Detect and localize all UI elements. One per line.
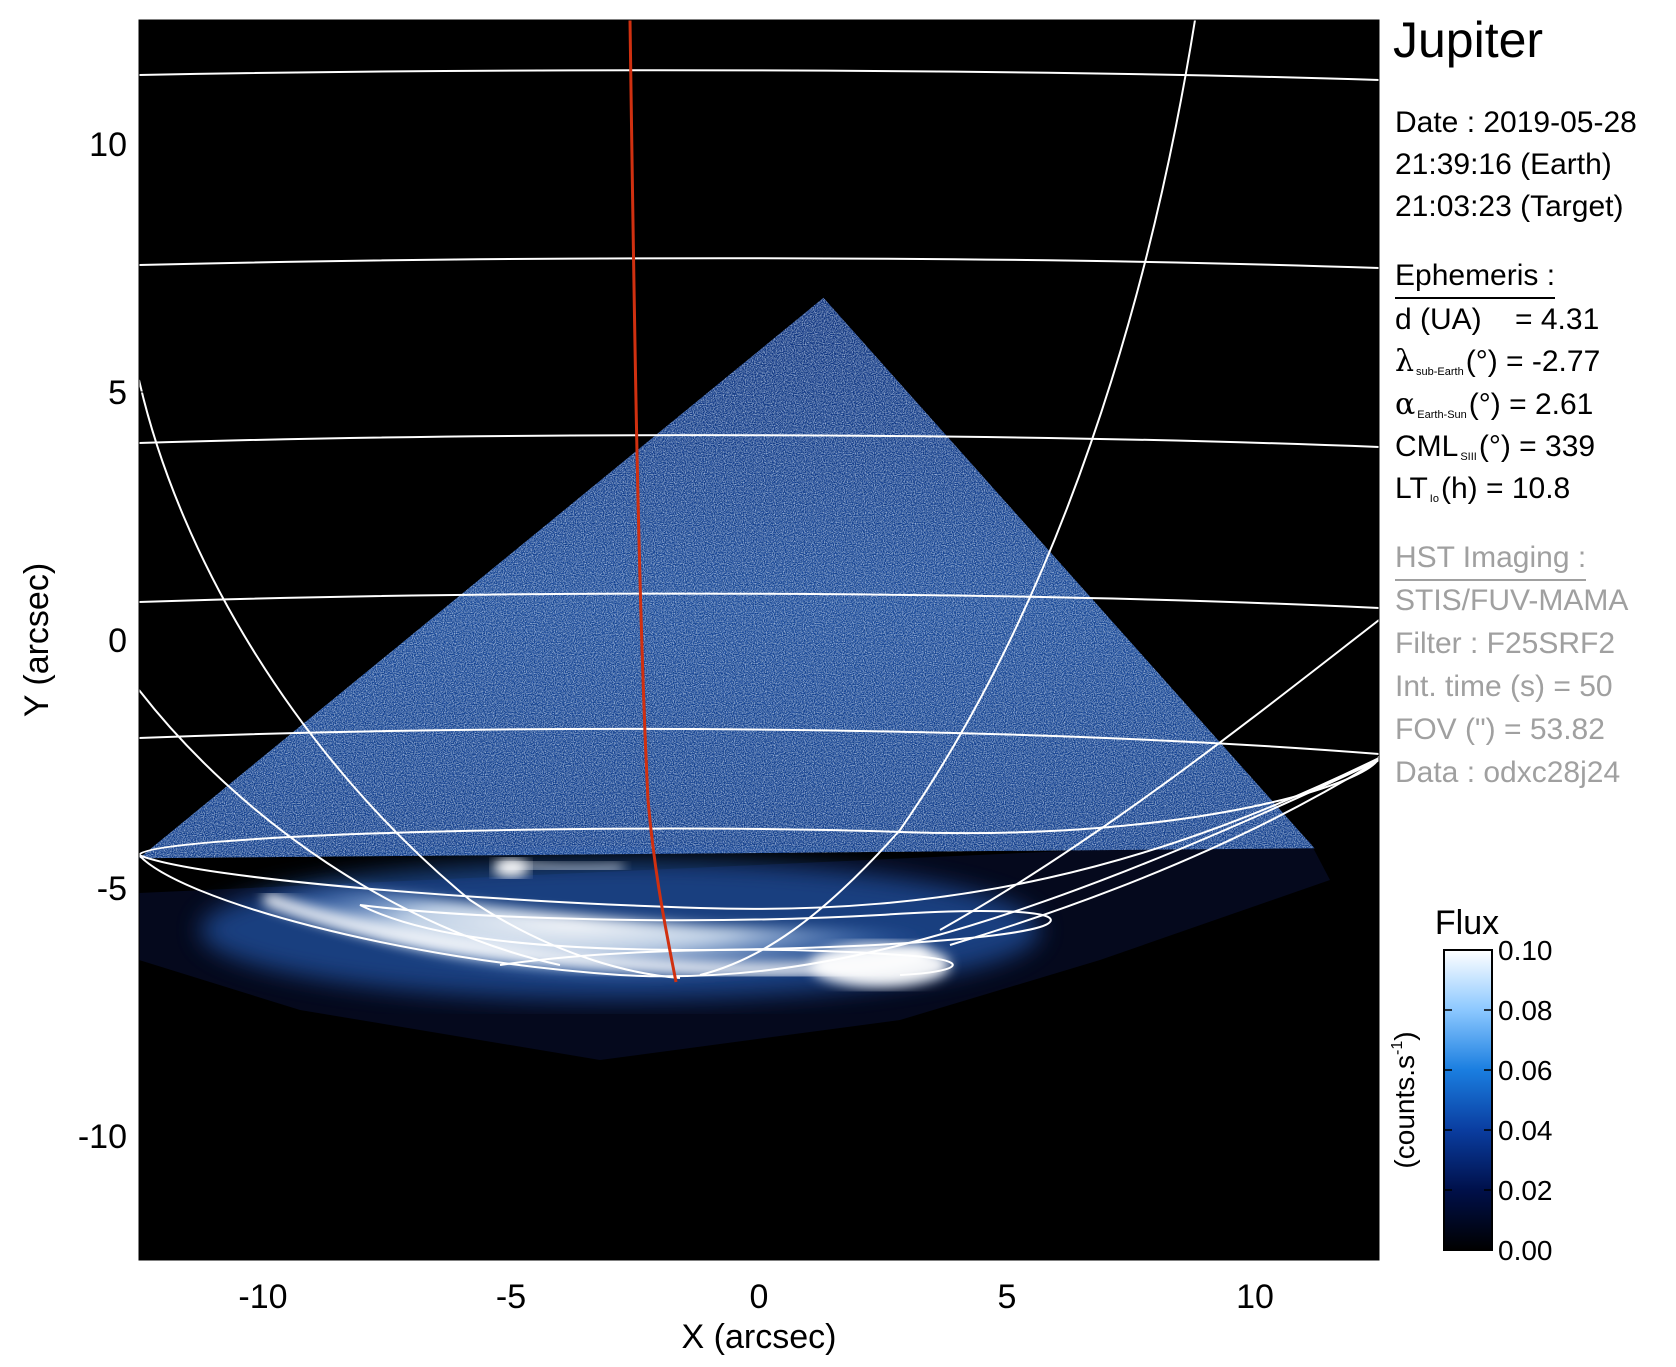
- y-axis: -10 -5 0 5 10: [78, 126, 1379, 1156]
- x-tick-label: 0: [750, 1278, 769, 1316]
- lt-subscript: Io: [1429, 493, 1439, 505]
- cml-main: CML: [1395, 430, 1459, 463]
- colorbar-units: (counts.s-1): [1389, 1031, 1420, 1168]
- x-tick-label: -10: [238, 1278, 287, 1316]
- int-time-line: Int. time (s) = 50: [1395, 670, 1613, 703]
- image-noise-dark: [139, 297, 1315, 859]
- io-local-time-line: LT Io(h) = 10.8: [1395, 474, 1570, 505]
- instrument-line: STIS/FUV-MAMA: [1395, 584, 1629, 617]
- time-earth-line: 21:39:16 (Earth): [1395, 148, 1612, 181]
- lambda-subscript: sub-Earth: [1416, 366, 1464, 378]
- longitude-line: [939, 619, 1379, 931]
- latitude-oval: [499, 948, 954, 976]
- x-tick-label: 10: [1236, 1278, 1274, 1316]
- hst-header: HST Imaging :: [1395, 543, 1587, 581]
- alpha-subscript: Earth-Sun: [1417, 409, 1467, 421]
- longitude-line: [949, 759, 1379, 946]
- colorbar-label: Flux: [1435, 904, 1499, 942]
- longitude-line: [139, 689, 561, 966]
- lambda-value: (°) = -2.77: [1465, 345, 1601, 378]
- plot-area: -10 -5 0 5 10 -10 -5 0 5 10 X (arcsec) Y (arcsec…: [18, 19, 1380, 1356]
- dataset-line: Data : odxc28j24: [1395, 756, 1621, 789]
- colorbar-tick-label: 0.02: [1498, 1175, 1553, 1206]
- colorbar: Flux 0.00 0.02 0.04 0.06 0.08 0.10 (counts.s-…: [1389, 904, 1553, 1266]
- colorbar-units-superscript: -1: [1389, 1041, 1406, 1055]
- y-tick-label: -5: [97, 870, 127, 908]
- latitude-oval: [359, 904, 1052, 952]
- cml-subscript: SIII: [1460, 451, 1477, 463]
- latitude-line: [139, 592, 1379, 609]
- longitude-line: [139, 379, 681, 979]
- x-tick-label: 5: [998, 1278, 1017, 1316]
- y-tick-label: 5: [108, 374, 127, 412]
- fov-line: FOV (") = 53.82: [1395, 713, 1605, 746]
- alpha-value: (°) = 2.61: [1468, 388, 1594, 421]
- cml-value: (°) = 339: [1478, 430, 1596, 463]
- aurora-hotspot: [810, 943, 950, 987]
- alpha-symbol: α: [1395, 387, 1416, 422]
- phase-angle-line: α Earth-Sun(°) = 2.61: [1395, 390, 1593, 421]
- date-line: Date : 2019-05-28: [1395, 106, 1637, 139]
- y-axis-label: Y (arcsec): [18, 563, 56, 717]
- planetographic-grid: [139, 20, 1379, 979]
- colorbar-gradient: [1443, 949, 1493, 1251]
- lt-value: (h) = 10.8: [1440, 472, 1571, 505]
- latitude-line: [139, 257, 1379, 269]
- lt-main: LT: [1395, 472, 1428, 505]
- colorbar-units-text: (counts.s: [1389, 1055, 1420, 1169]
- latitude-line: [139, 69, 1379, 81]
- lambda-symbol: λ: [1395, 344, 1415, 379]
- latitude-line: [139, 434, 1379, 448]
- y-tick-label: 10: [89, 126, 127, 164]
- ephemeris-header: Ephemeris :: [1395, 261, 1556, 299]
- ephemeris-header-text: Ephemeris :: [1395, 261, 1556, 299]
- sub-earth-latitude-line: λ sub-Earth(°) = -2.77: [1395, 347, 1600, 378]
- reference-meridian: [628, 20, 678, 983]
- distance-line: d (UA) = 4.31: [1395, 303, 1600, 336]
- y-tick-label: -10: [78, 1118, 127, 1156]
- x-axis: -10 -5 0 5 10: [238, 20, 1274, 1316]
- auroral-emission: [200, 858, 1040, 1000]
- colorbar-tick-label: 0.06: [1498, 1055, 1553, 1086]
- colorbar-units-close: ): [1389, 1031, 1420, 1040]
- colorbar-ticks: 0.00 0.02 0.04 0.06 0.08 0.10: [1444, 935, 1553, 1266]
- x-axis-label: X (arcsec): [682, 1318, 837, 1356]
- hst-header-text: HST Imaging :: [1395, 543, 1587, 581]
- time-target-line: 21:03:23 (Target): [1395, 190, 1624, 223]
- io-footprint-spot: [493, 859, 529, 878]
- x-tick-label: -5: [496, 1278, 526, 1316]
- colorbar-tick-label: 0.00: [1498, 1235, 1553, 1266]
- filter-line: Filter : F25SRF2: [1395, 627, 1616, 660]
- colorbar-tick-label: 0.10: [1498, 935, 1553, 966]
- colorbar-tick-label: 0.04: [1498, 1115, 1553, 1146]
- target-title: Jupiter: [1393, 12, 1544, 68]
- cml-line: CML SIII(°) = 339: [1395, 432, 1595, 463]
- latitude-line: [139, 727, 1379, 755]
- aurora-main-oval: [200, 862, 947, 985]
- colorbar-tick-label: 0.08: [1498, 995, 1553, 1026]
- latitude-oval: [139, 757, 1379, 910]
- y-tick-label: 0: [108, 622, 127, 660]
- longitude-line: [699, 20, 1196, 976]
